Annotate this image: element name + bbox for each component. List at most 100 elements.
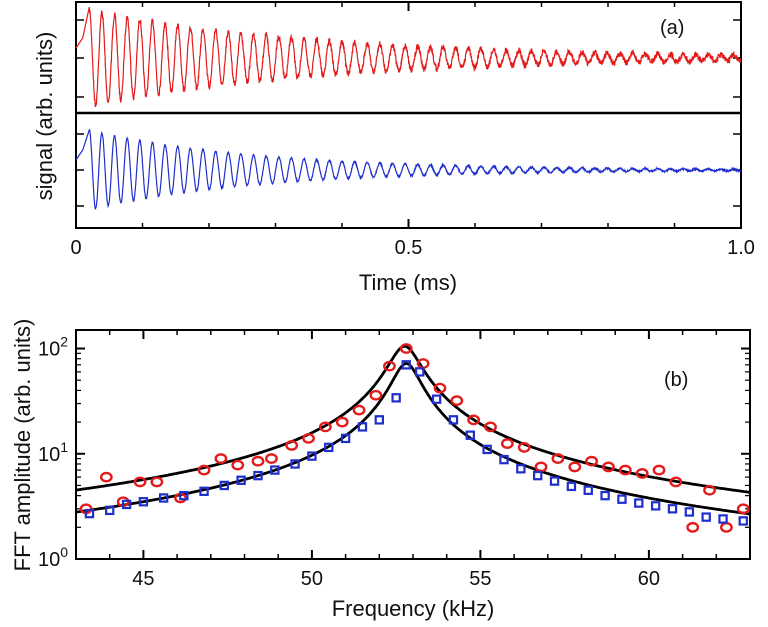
data-point-circle xyxy=(517,441,531,453)
panel-a-x-tick-label: 0.5 xyxy=(395,237,423,259)
data-point-circle xyxy=(585,455,599,467)
data-point-square xyxy=(431,394,442,404)
data-point-circle xyxy=(686,521,700,533)
data-point-square xyxy=(357,422,368,432)
panel-b-x-tick-label: 55 xyxy=(469,568,491,590)
data-point-circle xyxy=(383,360,396,372)
data-point-circle xyxy=(551,453,565,464)
data-point-circle xyxy=(467,414,481,426)
data-point-square xyxy=(634,498,644,508)
panel-a-x-axis-title: Time (ms) xyxy=(359,270,457,295)
data-point-circle xyxy=(602,461,615,473)
data-point-circle xyxy=(484,421,497,433)
data-point-square xyxy=(104,505,115,516)
data-point-circle xyxy=(635,468,649,479)
panel-a-label: (a) xyxy=(660,17,684,39)
data-point-circle xyxy=(500,438,514,449)
data-point-circle xyxy=(652,464,666,476)
data-point-square xyxy=(374,415,385,425)
data-point-square xyxy=(499,454,509,465)
data-point-circle xyxy=(720,521,733,533)
data-point-circle xyxy=(214,453,228,464)
panel-b-x-tick-labels: 45 50 55 60 xyxy=(132,568,660,590)
data-point-square xyxy=(401,360,411,370)
data-point-square xyxy=(718,514,728,524)
data-point-square xyxy=(158,493,169,503)
data-point-circle xyxy=(669,476,683,488)
data-point-circle xyxy=(618,464,632,476)
data-point-square xyxy=(465,430,475,440)
data-point-square xyxy=(415,367,425,377)
panel-a-x-tick-label: 1.0 xyxy=(727,237,755,259)
panel-b-x-tick-label: 50 xyxy=(301,568,323,590)
data-point-square xyxy=(516,464,526,474)
data-point-circle xyxy=(450,395,464,407)
data-point-square xyxy=(253,470,263,481)
data-point-square xyxy=(667,504,678,514)
panel-a-y-axis-title: signal (arb. units) xyxy=(32,32,57,201)
data-point-circle xyxy=(251,455,265,467)
data-point-circle xyxy=(352,404,366,416)
data-point-square xyxy=(179,490,189,501)
panel-b-x-tick-label: 60 xyxy=(638,568,660,590)
data-point-square xyxy=(340,433,351,444)
data-point-square xyxy=(549,476,560,486)
panel-b-y-tick-label: 101 xyxy=(38,439,68,466)
data-point-circle xyxy=(265,453,278,464)
data-point-square xyxy=(391,393,401,403)
data-point-square xyxy=(270,465,280,475)
panel-b-y-tick-labels: 100 101 102 xyxy=(38,334,68,571)
panel-b-x-axis-title: Frequency (kHz) xyxy=(332,596,495,621)
blue-trace xyxy=(75,128,742,211)
panel-b: (b) FFT amplitude (arb. units) 100 101 102… xyxy=(10,319,751,621)
data-point-square xyxy=(738,516,748,526)
panel-b-ticks xyxy=(76,330,751,560)
red-trace xyxy=(75,6,742,107)
data-point-circle xyxy=(703,484,716,496)
panel-b-frame xyxy=(75,329,751,560)
data-point-square xyxy=(121,499,132,510)
panel-b-y-tick-label: 100 xyxy=(38,544,68,571)
data-point-square xyxy=(583,485,593,495)
panel-b-x-tick-label: 45 xyxy=(132,568,154,590)
data-point-circle xyxy=(318,421,332,433)
data-point-square xyxy=(566,481,577,492)
panel-b-y-tick-label: 102 xyxy=(38,334,68,361)
data-point-square xyxy=(482,444,492,455)
data-point-square xyxy=(307,451,317,461)
data-point-square xyxy=(684,507,695,517)
panel-a-x-tick-label: 0 xyxy=(70,237,81,259)
panel-a-ticks xyxy=(75,2,742,228)
data-point-square xyxy=(650,501,661,511)
panel-b-label: (b) xyxy=(664,369,688,391)
fit-curve-lower xyxy=(75,362,751,516)
data-point-circle xyxy=(568,461,582,473)
data-point-circle xyxy=(99,471,113,483)
data-point-square xyxy=(199,486,209,496)
data-point-circle xyxy=(197,464,211,476)
data-point-square xyxy=(290,459,300,469)
data-point-square xyxy=(448,415,459,425)
data-point-circle xyxy=(133,476,147,488)
panel-b-data-points xyxy=(79,343,750,533)
data-point-square xyxy=(236,475,246,485)
panel-a-x-tick-labels: 0 0.5 1.0 xyxy=(70,237,754,259)
data-point-circle xyxy=(150,476,164,488)
data-point-circle xyxy=(736,503,750,515)
data-point-square xyxy=(138,497,149,507)
data-point-square xyxy=(617,494,627,504)
data-point-square xyxy=(219,480,229,491)
panel-b-y-axis-title: FFT amplitude (arb. units) xyxy=(10,319,35,572)
data-point-square xyxy=(532,470,543,481)
data-point-square xyxy=(324,442,334,453)
data-point-circle xyxy=(433,382,447,394)
data-point-circle xyxy=(231,459,245,471)
data-point-square xyxy=(84,508,95,519)
panel-a: (a) signal (arb. units) 0 0.5 1.0 Time (ms… xyxy=(32,1,755,295)
data-point-circle xyxy=(285,440,299,451)
data-point-square xyxy=(600,490,610,501)
data-point-circle xyxy=(335,416,349,428)
data-point-square xyxy=(701,512,711,522)
data-point-circle xyxy=(302,432,315,444)
